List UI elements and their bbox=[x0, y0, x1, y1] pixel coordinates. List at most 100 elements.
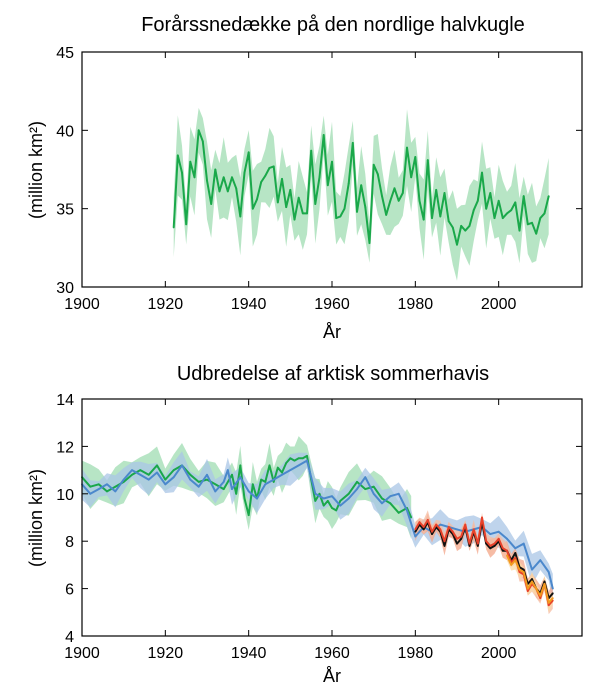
x-tick-label: 1900 bbox=[64, 645, 100, 662]
data-point bbox=[97, 488, 100, 490]
data-point bbox=[306, 455, 308, 457]
data-point bbox=[531, 568, 533, 571]
data-point bbox=[260, 478, 263, 481]
data-point bbox=[289, 469, 292, 471]
data-point bbox=[410, 516, 413, 519]
data-point bbox=[468, 545, 471, 547]
data-point bbox=[214, 168, 217, 171]
data-point bbox=[243, 171, 246, 174]
data-point bbox=[497, 199, 500, 202]
data-point bbox=[543, 583, 546, 585]
data-point bbox=[139, 473, 142, 476]
data-point bbox=[156, 471, 158, 474]
data-point bbox=[493, 545, 496, 547]
data-point bbox=[347, 182, 350, 185]
data-point bbox=[514, 559, 517, 562]
data-point bbox=[372, 163, 375, 166]
data-point bbox=[547, 195, 550, 198]
data-point bbox=[414, 535, 417, 538]
data-point bbox=[456, 243, 458, 246]
y-axis-label: (million km²) bbox=[26, 121, 46, 219]
data-point bbox=[414, 530, 417, 533]
data-point bbox=[439, 528, 442, 531]
data-point bbox=[197, 481, 200, 483]
data-point bbox=[306, 459, 308, 462]
data-point bbox=[506, 554, 508, 557]
x-tick-label: 1940 bbox=[231, 296, 267, 313]
data-point bbox=[314, 500, 317, 502]
data-point bbox=[251, 207, 254, 210]
uncertainty-bands bbox=[173, 107, 549, 281]
data-point bbox=[531, 580, 533, 583]
data-point bbox=[389, 199, 392, 202]
series-lines bbox=[81, 454, 554, 607]
data-point bbox=[476, 545, 479, 547]
data-point bbox=[506, 549, 508, 552]
data-point bbox=[176, 154, 179, 157]
data-point bbox=[456, 528, 458, 531]
series-line bbox=[414, 516, 554, 607]
data-point bbox=[147, 478, 150, 481]
axis-ticks: 1900 1920 1940 1960 1980 2000 4 6 8 10 12 14 bbox=[56, 392, 582, 662]
data-point bbox=[172, 476, 175, 479]
data-point bbox=[472, 209, 475, 212]
data-point bbox=[547, 604, 550, 607]
x-tick-label: 1980 bbox=[398, 296, 434, 313]
x-tick-label: 1940 bbox=[231, 645, 267, 662]
data-point bbox=[435, 189, 438, 191]
data-point bbox=[293, 459, 296, 462]
data-point bbox=[256, 497, 258, 500]
sea-ice-panel: Udbredelse af arktisk sommerhavis 1900 19… bbox=[26, 363, 583, 686]
x-axis-label: År bbox=[323, 666, 341, 686]
data-point bbox=[506, 537, 508, 540]
y-tick-label: 10 bbox=[56, 487, 74, 504]
data-point bbox=[406, 509, 408, 512]
data-point bbox=[535, 587, 538, 590]
data-point bbox=[106, 490, 108, 493]
data-point bbox=[285, 206, 288, 209]
data-point bbox=[185, 223, 188, 226]
data-point bbox=[264, 483, 267, 486]
data-point bbox=[526, 587, 529, 590]
data-point bbox=[339, 500, 342, 502]
data-point bbox=[372, 492, 375, 495]
data-point bbox=[122, 478, 125, 481]
data-point bbox=[331, 160, 333, 163]
series-line bbox=[506, 554, 554, 604]
data-point bbox=[460, 225, 463, 227]
data-point bbox=[172, 226, 175, 229]
y-tick-label: 45 bbox=[56, 45, 74, 62]
data-point bbox=[301, 457, 304, 460]
data-point bbox=[289, 457, 292, 460]
data-point bbox=[268, 167, 271, 169]
x-tick-label: 2000 bbox=[481, 296, 517, 313]
data-point bbox=[472, 528, 475, 531]
data-point bbox=[431, 217, 433, 220]
data-point bbox=[468, 225, 471, 227]
series-line bbox=[81, 459, 554, 589]
data-point bbox=[247, 490, 250, 493]
data-point bbox=[264, 481, 267, 483]
data-point bbox=[522, 542, 525, 545]
y-tick-label: 40 bbox=[56, 123, 74, 140]
data-point bbox=[285, 462, 288, 464]
data-point bbox=[347, 492, 350, 495]
data-point bbox=[314, 492, 317, 495]
data-point bbox=[468, 542, 471, 545]
data-point bbox=[210, 203, 213, 205]
data-point bbox=[543, 580, 546, 583]
data-point bbox=[193, 176, 196, 179]
data-point bbox=[489, 192, 492, 194]
data-point bbox=[272, 481, 275, 483]
data-point bbox=[497, 537, 500, 540]
data-point bbox=[481, 171, 483, 174]
data-point bbox=[264, 174, 267, 177]
axis-ticks: 1900 1920 1940 1960 1980 2000 30 35 40 45 bbox=[56, 45, 582, 313]
data-point bbox=[456, 537, 458, 540]
data-point bbox=[318, 492, 321, 495]
data-point bbox=[514, 201, 517, 204]
data-point bbox=[351, 142, 354, 144]
x-tick-label: 1920 bbox=[148, 296, 184, 313]
data-point bbox=[326, 184, 329, 187]
data-point bbox=[335, 217, 338, 220]
